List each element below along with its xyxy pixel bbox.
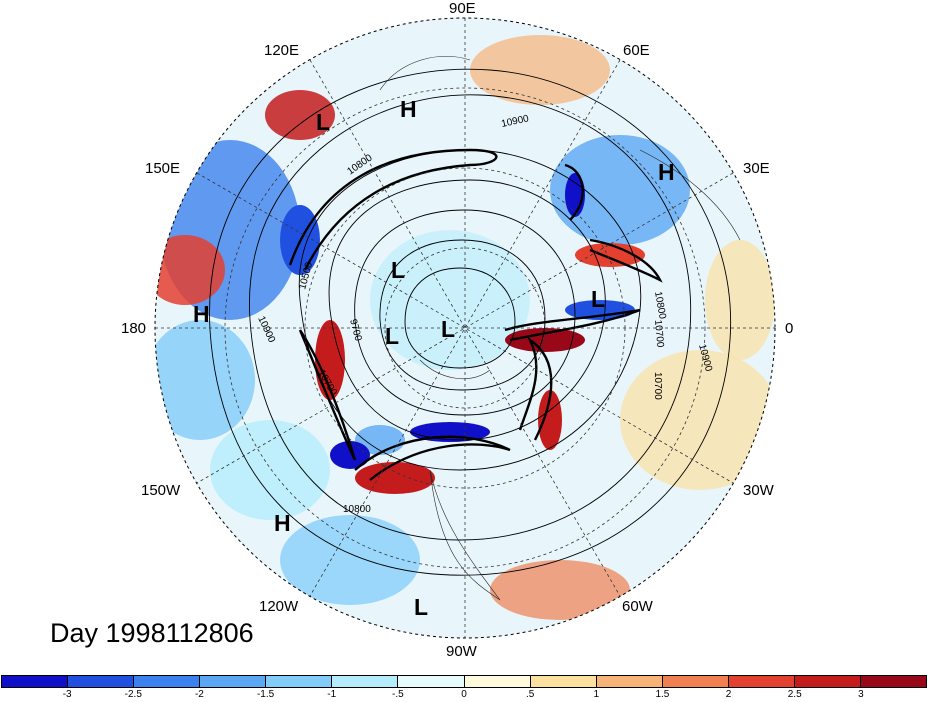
colorbar-swatch (68, 676, 135, 687)
colorbar-swatch (200, 676, 267, 687)
colorbar-swatch (464, 676, 531, 687)
colorbar-swatch (530, 676, 597, 687)
colorbar-swatch (662, 676, 729, 687)
colorbar-tick-label: 1.5 (655, 689, 670, 700)
colorbar-tick-label: .5 (525, 689, 535, 700)
colorbar-swatch (266, 676, 333, 687)
colorbar-tick-label: -2 (194, 689, 204, 700)
colorbar-swatch (332, 676, 399, 687)
lon-label-150e: 150E (145, 160, 181, 177)
center-label: L (591, 286, 605, 312)
contour-label: 10700 (652, 372, 663, 400)
contour-label: 10800 (652, 291, 668, 321)
center-label: L (414, 594, 428, 620)
contour-label: 10700 (652, 319, 665, 348)
colorbar-swatch (794, 676, 862, 687)
lon-label-30e: 30E (743, 160, 770, 177)
colorbar-tick-label: -3 (62, 689, 72, 700)
center-label: H (274, 510, 291, 536)
center-label: L (316, 109, 330, 135)
colorbar-tick-label: -1 (327, 689, 337, 700)
colorbar-tick-label: -.5 (392, 689, 404, 700)
colorbar-swatch (728, 676, 795, 687)
colorbar-swatch (861, 676, 927, 687)
center-label: H (193, 301, 210, 327)
lon-label-30w: 30W (743, 482, 774, 499)
center-label: L (385, 323, 399, 349)
colorbar-tick-label: 0 (461, 689, 467, 700)
height-contours (209, 68, 732, 576)
lon-label-90e: 90E (449, 0, 476, 17)
contour-label: 10800 (343, 504, 371, 515)
lon-label-0: 0 (785, 320, 794, 337)
graticule (155, 18, 775, 638)
day-label: Day 1998112806 (50, 618, 254, 648)
map-boundary (154, 17, 776, 639)
center-label: H (658, 159, 675, 185)
lon-label-90w: 90W (446, 643, 477, 660)
pressure-centers: H L H H L H L L L L (193, 96, 675, 620)
center-label: L (441, 316, 455, 342)
colorbar-tick-label: -2.5 (124, 689, 142, 700)
center-label: L (391, 257, 405, 283)
lon-label-120w: 120W (259, 598, 299, 615)
colorbar-swatch (2, 676, 69, 687)
colorbar-swatch (134, 676, 201, 687)
lon-label-120e: 120E (264, 42, 300, 59)
lon-label-150w: 150W (141, 482, 181, 499)
colorbar-tick-label: 1 (593, 689, 600, 700)
lon-label-60w: 60W (622, 598, 653, 615)
lon-label-180: 180 (121, 320, 147, 337)
lon-label-60e: 60E (623, 42, 650, 59)
colorbar-swatch (398, 676, 465, 687)
colorbar-swatch (596, 676, 663, 687)
coastlines (379, 55, 741, 601)
colorbar (1, 675, 927, 688)
center-label: H (400, 96, 417, 122)
colorbar-tick-label: 2.5 (787, 689, 802, 700)
colorbar-tick-label: 2 (725, 689, 732, 700)
colorbar-tick-label: 3 (858, 689, 864, 700)
colorbar-tick-label: -1.5 (256, 689, 275, 700)
jet-contours (288, 148, 663, 481)
